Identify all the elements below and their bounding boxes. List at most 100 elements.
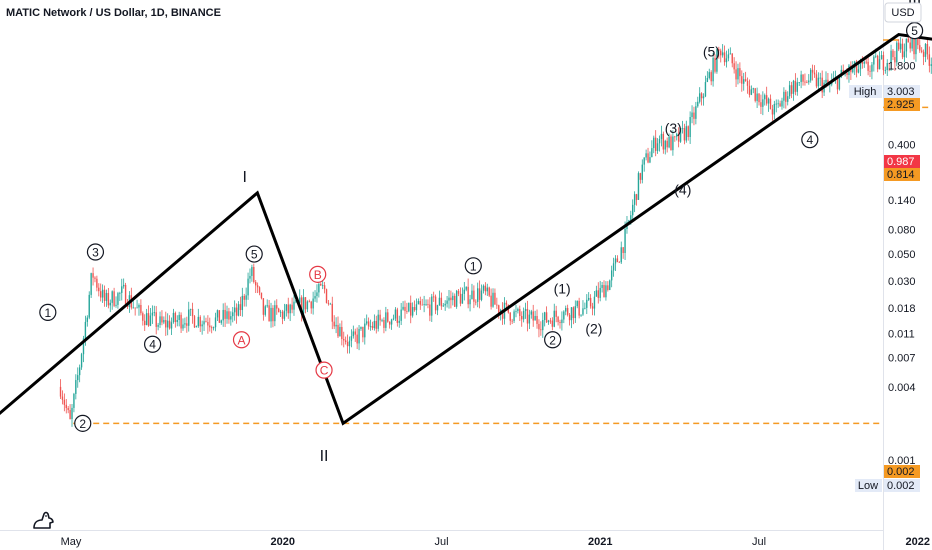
wave-label-circle — [905, 22, 924, 40]
candle-body — [352, 331, 355, 337]
candle-body — [398, 320, 400, 323]
candle-body — [134, 307, 136, 309]
candle-body — [806, 81, 808, 83]
candle-body — [463, 289, 466, 294]
candle-body — [306, 301, 309, 310]
candle-body — [572, 307, 575, 319]
time-tick-label: Jul — [752, 536, 766, 548]
candle-body — [865, 61, 867, 63]
candle-body — [256, 285, 259, 288]
high-level-badge: 2.925 — [884, 98, 920, 111]
candle-body — [607, 285, 609, 290]
candle-body — [161, 316, 163, 323]
candle-body — [855, 61, 858, 73]
candle-body — [857, 69, 860, 73]
candle-body — [392, 318, 395, 320]
candle-body — [321, 285, 324, 287]
candle-body — [421, 304, 423, 306]
candle-body — [886, 62, 888, 71]
candle-body — [96, 278, 98, 288]
price-tick-label: 0.018 — [888, 303, 916, 315]
candle-body — [651, 148, 653, 158]
time-tick-label: 2020 — [271, 536, 295, 548]
candle-body — [388, 321, 391, 325]
candle-body — [159, 316, 161, 325]
candle-body — [716, 49, 718, 72]
candle-body — [756, 93, 758, 101]
candle-body — [880, 55, 883, 60]
candle-body — [270, 307, 272, 322]
candle-body — [249, 275, 251, 279]
candle-body — [762, 99, 764, 107]
time-tick-label: 2021 — [588, 536, 612, 548]
candle-body — [876, 55, 879, 70]
candle-body — [180, 314, 182, 329]
candle-body — [377, 314, 379, 329]
candle-body — [84, 321, 87, 339]
candle-body — [253, 267, 255, 282]
candle-body — [446, 300, 448, 304]
candle-body — [394, 309, 397, 319]
candle-body — [869, 70, 871, 72]
currency-label: USD — [891, 7, 914, 19]
candle-body — [101, 289, 104, 298]
candle-body — [264, 306, 266, 315]
currency-button[interactable]: USD — [884, 2, 922, 23]
candle-body — [484, 285, 487, 292]
candle-body — [218, 310, 221, 323]
candle-body — [276, 305, 278, 309]
candle-body — [890, 50, 892, 64]
candle-body — [279, 311, 282, 313]
candle-body — [595, 290, 598, 297]
chart-title: MATIC Network / US Dollar, 1D, BINANCE — [6, 7, 221, 19]
candle-body — [153, 312, 155, 314]
candle-body — [538, 323, 540, 330]
candle-body — [364, 323, 366, 338]
wave-label-circle — [39, 303, 57, 321]
candle-body — [459, 293, 462, 304]
candle-body — [107, 292, 110, 306]
candle-body — [760, 102, 762, 107]
candle-body — [119, 292, 121, 294]
candle-body — [396, 309, 399, 323]
candle-body — [203, 321, 205, 325]
candle-body — [191, 308, 194, 317]
candle-body — [186, 323, 188, 326]
current-price-value: 0.987 — [887, 156, 915, 168]
candle-body — [90, 273, 92, 295]
low-label: Low — [858, 480, 878, 492]
candle-body — [796, 82, 798, 92]
candle-body — [513, 311, 515, 321]
candle-body — [695, 106, 697, 119]
candle-body — [283, 310, 286, 319]
candle-body — [605, 285, 607, 298]
candle-body — [343, 338, 345, 341]
candle-body — [700, 93, 703, 99]
wave-label: 4 — [806, 133, 813, 147]
candle-body — [358, 328, 360, 344]
candle-body — [385, 312, 387, 328]
candle-body — [788, 85, 791, 97]
candle-body — [142, 313, 144, 321]
candle-body — [584, 307, 586, 309]
candle-body — [630, 215, 632, 221]
candle-body — [919, 45, 921, 51]
candle-body — [704, 82, 707, 97]
candle-body — [373, 320, 376, 329]
candle-body — [122, 284, 125, 287]
candle-body — [610, 270, 613, 281]
wave-label-circle — [544, 331, 562, 349]
candle-body — [765, 95, 768, 104]
horizontal-levels — [73, 39, 932, 425]
candle-body — [930, 64, 932, 66]
wave-label: A — [237, 333, 245, 347]
candle-body — [61, 396, 64, 400]
candle-body — [350, 336, 353, 341]
candle-body — [672, 136, 674, 151]
candle-body — [586, 299, 588, 308]
wave-lines — [0, 32, 932, 426]
candle-body — [413, 307, 416, 311]
candle-body — [861, 62, 864, 64]
candle-body — [666, 140, 668, 148]
